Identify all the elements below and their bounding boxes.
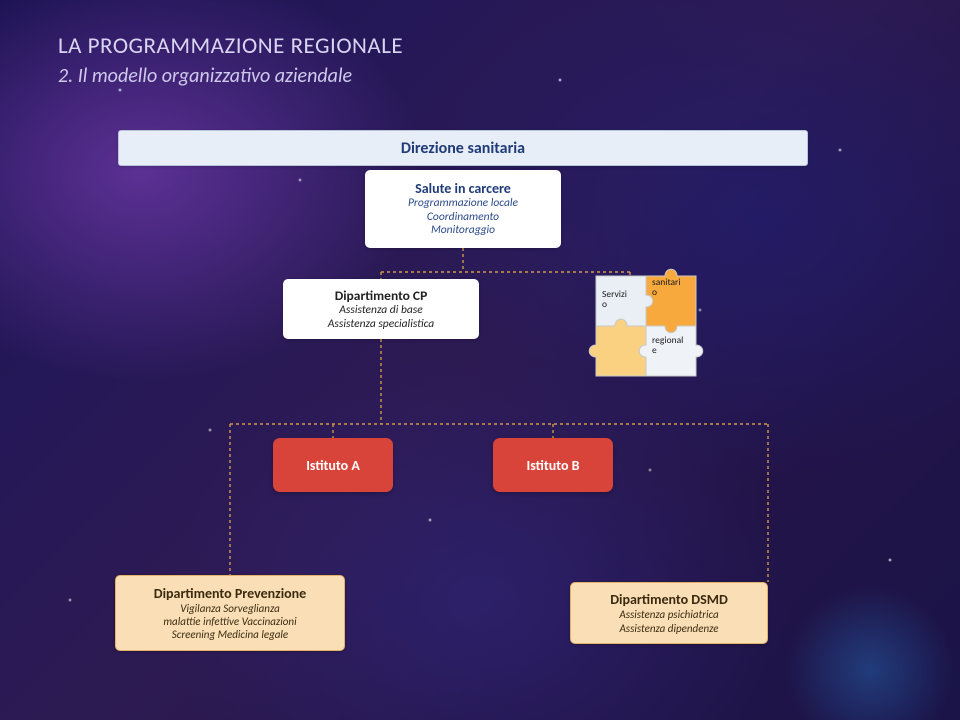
direzione-sanitaria-bar: Direzione sanitaria xyxy=(118,130,808,166)
istituto-b: Istituto B xyxy=(493,438,613,492)
dipprev-sub2: malattie infettive Vaccinazioni xyxy=(163,615,296,628)
direzione-label: Direzione sanitaria xyxy=(401,139,525,158)
dipartimento-cp-box: Dipartimento CP Assistenza di base Assis… xyxy=(283,279,479,339)
dipdsmd-sub1: Assistenza psichiatrica xyxy=(619,608,718,621)
puzzle-label-tl2: o xyxy=(602,300,607,310)
diagram-canvas: LA PROGRAMMAZIONE REGIONALE 2. Il modell… xyxy=(0,0,960,720)
puzzle-label-br2: e xyxy=(652,346,657,356)
dipdsmd-sub2: Assistenza dipendenze xyxy=(619,622,718,635)
dipcp-sub2: Assistenza specialistica xyxy=(328,318,434,332)
dipcp-sub1: Assistenza di base xyxy=(339,304,423,318)
salute-sub3: Monitoraggio xyxy=(431,224,495,238)
puzzle-icon xyxy=(578,264,718,404)
dipprev-sub3: Screening Medicina legale xyxy=(172,628,288,641)
dipdsmd-title: Dipartimento DSMD xyxy=(610,591,728,608)
puzzle-label-tr2: o xyxy=(652,288,657,298)
heading-line2: 2. Il modello organizzativo aziendale xyxy=(58,64,403,88)
salute-in-carcere-box: Salute in carcere Programmazione locale … xyxy=(365,170,561,248)
heading-line1: LA PROGRAMMAZIONE REGIONALE xyxy=(58,32,403,60)
salute-sub2: Coordinamento xyxy=(427,211,499,225)
heading-block: LA PROGRAMMAZIONE REGIONALE 2. Il modell… xyxy=(58,32,403,88)
puzzle-cluster: Servizi o sanitari o regional e xyxy=(578,264,718,409)
dipartimento-prevenzione-box: Dipartimento Prevenzione Vigilanza Sorve… xyxy=(115,575,345,651)
salute-title: Salute in carcere xyxy=(415,180,511,197)
dipprev-title: Dipartimento Prevenzione xyxy=(154,585,306,602)
dipcp-title: Dipartimento CP xyxy=(335,287,428,304)
istituto-a: Istituto A xyxy=(273,438,393,492)
istituto-a-label: Istituto A xyxy=(306,457,360,474)
dipprev-sub1: Vigilanza Sorveglianza xyxy=(180,602,280,615)
istituto-b-label: Istituto B xyxy=(527,457,580,474)
dipartimento-dsmd-box: Dipartimento DSMD Assistenza psichiatric… xyxy=(570,582,768,644)
salute-sub1: Programmazione locale xyxy=(408,197,518,211)
